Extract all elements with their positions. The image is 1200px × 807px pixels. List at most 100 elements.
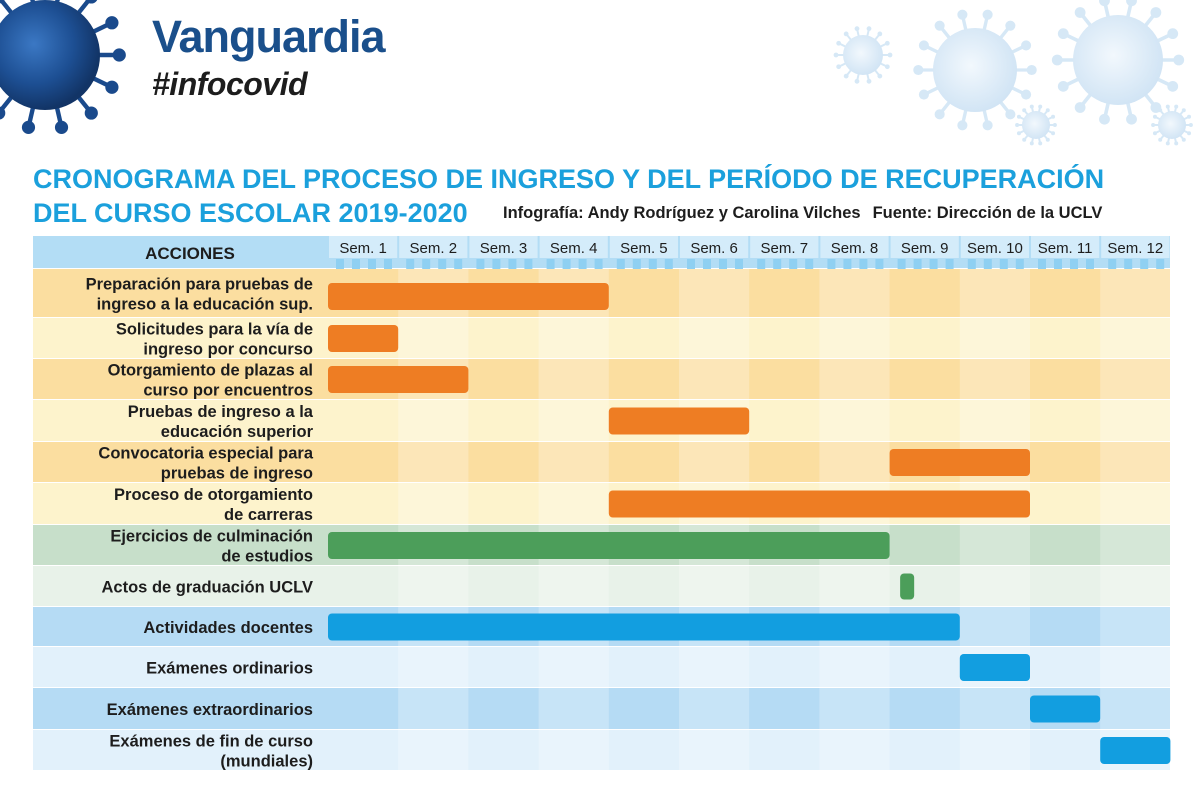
- week-tick-mark: [352, 259, 360, 269]
- week-tick-mark: [476, 259, 485, 269]
- week-tick-mark: [1124, 259, 1133, 269]
- column-header: ACCIONES: [145, 244, 235, 263]
- row-column-shade: [679, 442, 750, 482]
- row-column-shade: [679, 566, 750, 606]
- row-column-shade: [1100, 688, 1171, 729]
- task-bar: [328, 613, 960, 641]
- task-bar: [608, 490, 1030, 518]
- week-tick-mark: [703, 259, 711, 269]
- task-label: ingreso por concurso: [143, 341, 313, 359]
- week-header-cell: [399, 236, 468, 258]
- row-column-shade: [398, 566, 469, 606]
- virus-decoration: [0, 0, 1193, 146]
- week-tick-mark: [562, 259, 571, 269]
- week-header-cell: [1101, 236, 1170, 258]
- week-header-cell: [750, 236, 819, 258]
- row-column-shade: [959, 607, 1030, 646]
- row-column-shade: [959, 269, 1030, 317]
- row-column-shade: [679, 730, 750, 770]
- row-column-shade: [398, 730, 469, 770]
- row-column-shade: [538, 688, 609, 729]
- brand-logo: Vanguardia: [152, 11, 386, 62]
- week-tick-mark: [827, 259, 836, 269]
- task-bar: [328, 325, 399, 352]
- week-header-cell: [539, 236, 608, 258]
- row-column-shade: [538, 647, 609, 687]
- chart-title-line1: CRONOGRAMA DEL PROCESO DE INGRESO Y DEL …: [33, 164, 1105, 194]
- row-column-shade: [819, 566, 890, 606]
- week-header-cell: [960, 236, 1029, 258]
- week-header-cell: [469, 236, 538, 258]
- week-tick-mark: [1038, 259, 1046, 269]
- row-column-shade: [398, 688, 469, 729]
- task-label: ingreso a la educación sup.: [97, 296, 313, 314]
- row-column-shade: [398, 318, 469, 358]
- row-column-shade: [1100, 566, 1171, 606]
- week-label: Sem. 1: [339, 240, 387, 257]
- task-label: Preparación para pruebas de: [86, 276, 313, 294]
- credits-author: Infografía: Andy Rodríguez y Carolina Vi…: [503, 204, 861, 222]
- row-column-shade: [538, 359, 609, 399]
- row-column-shade: [819, 442, 890, 482]
- task-bar: [959, 654, 1030, 681]
- week-tick-mark: [1156, 259, 1165, 269]
- row-column-shade: [959, 688, 1030, 729]
- week-tick-mark: [438, 259, 447, 269]
- row-column-shade: [819, 269, 890, 317]
- task-label: curso por encuentros: [143, 382, 313, 400]
- week-tick-mark: [594, 259, 603, 269]
- week-tick-mark: [983, 259, 992, 269]
- row-column-shade: [959, 400, 1030, 441]
- week-header-cell: [820, 236, 889, 258]
- row-column-shade: [679, 269, 750, 317]
- task-bar: [900, 573, 915, 600]
- row-column-shade: [538, 318, 609, 358]
- task-bar: [328, 532, 890, 559]
- row-column-shade: [959, 566, 1030, 606]
- week-tick-mark: [578, 259, 587, 269]
- task-label: Actividades docentes: [143, 619, 313, 637]
- task-row: [33, 359, 1170, 399]
- week-tick-mark: [859, 259, 868, 269]
- credits-source: Fuente: Dirección de la UCLV: [872, 204, 1103, 222]
- task-label: Otorgamiento de plazas al: [108, 362, 313, 380]
- hashtag: #infocovid: [152, 66, 308, 102]
- task-label: Ejercicios de culminación: [110, 528, 313, 546]
- task-bar: [328, 283, 609, 310]
- row-column-shade: [1100, 359, 1171, 399]
- week-tick-mark: [1140, 259, 1149, 269]
- task-label: Solicitudes para la vía de: [116, 321, 313, 339]
- week-tick-mark: [913, 259, 922, 269]
- row-column-shade: [538, 730, 609, 770]
- week-tick-mark: [735, 259, 743, 269]
- row-column-shade: [538, 483, 609, 524]
- week-tick-mark: [1070, 259, 1078, 269]
- week-tick-mark: [524, 259, 533, 269]
- row-column-shade: [538, 566, 609, 606]
- task-row: [33, 688, 1170, 729]
- row-column-shade: [819, 400, 890, 441]
- week-tick-mark: [875, 259, 884, 269]
- row-column-shade: [398, 647, 469, 687]
- row-column-shade: [538, 442, 609, 482]
- week-tick-mark: [664, 259, 673, 269]
- credits: Infografía: Andy Rodríguez y Carolina Vi…: [503, 205, 1114, 222]
- week-tick-mark: [508, 259, 517, 269]
- week-tick-mark: [719, 259, 727, 269]
- week-tick-mark: [805, 259, 814, 269]
- row-column-shade: [538, 400, 609, 441]
- row-column-shade: [819, 359, 890, 399]
- virus-light-icon: [1015, 104, 1057, 146]
- row-column-shade: [959, 318, 1030, 358]
- task-label: Exámenes extraordinarios: [107, 701, 313, 719]
- chart-title-line2: DEL CURSO ESCOLAR 2019-2020: [33, 198, 468, 228]
- week-tick-mark: [1086, 259, 1094, 269]
- task-label: Actos de graduación UCLV: [102, 579, 313, 597]
- week-tick-mark: [336, 259, 344, 269]
- week-tick-mark: [1015, 259, 1024, 269]
- week-label: Sem. 9: [901, 240, 949, 257]
- task-bar: [889, 449, 1030, 476]
- week-tick-mark: [492, 259, 501, 269]
- week-label: Sem. 6: [690, 240, 738, 257]
- virus-dark-icon: [0, 0, 126, 134]
